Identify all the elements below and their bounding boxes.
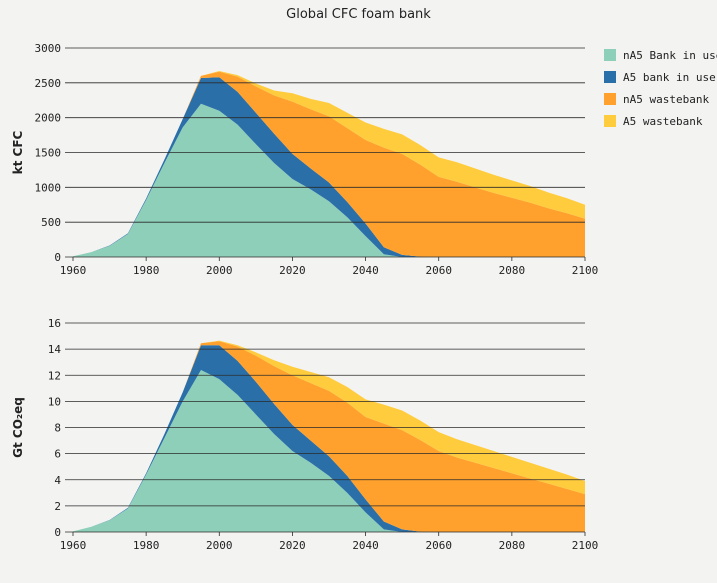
area-na5-bank-in-use bbox=[73, 370, 585, 532]
y-tick-label: 1500 bbox=[35, 147, 62, 160]
area-na5-wastebank bbox=[73, 341, 585, 532]
area-a5-wastebank bbox=[73, 340, 585, 532]
legend-swatch-na5-bank-in-use bbox=[604, 49, 616, 61]
y-tick-label: 12 bbox=[48, 369, 61, 382]
y-tick-label: 1000 bbox=[35, 181, 62, 194]
y-axis-label: Gt CO₂eq bbox=[11, 397, 25, 458]
x-tick-label: 2000 bbox=[206, 264, 233, 277]
legend: nA5 Bank in use A5 bank in use nA5 wasteba… bbox=[604, 49, 717, 128]
y-tick-label: 4 bbox=[54, 474, 61, 487]
legend-label-a5-bank-in-use: A5 bank in use bbox=[623, 71, 716, 84]
x-tick-label: 1960 bbox=[60, 539, 87, 552]
x-tick-label: 2000 bbox=[206, 539, 233, 552]
area-a5-wastebank bbox=[73, 70, 585, 257]
y-tick-label: 0 bbox=[54, 251, 61, 264]
y-tick-label: 2000 bbox=[35, 112, 62, 125]
x-tick-label: 2040 bbox=[352, 264, 379, 277]
x-tick-label: 2080 bbox=[499, 264, 526, 277]
page-title: Global CFC foam bank bbox=[286, 7, 431, 22]
x-tick-label: 2060 bbox=[425, 539, 452, 552]
y-tick-label: 10 bbox=[48, 395, 61, 408]
legend-label-na5-wastebank: nA5 wastebank bbox=[623, 93, 709, 106]
legend-label-a5-wastebank: A5 wastebank bbox=[623, 115, 703, 128]
x-tick-label: 2020 bbox=[279, 539, 306, 552]
y-axis-label: kt CFC bbox=[11, 130, 25, 174]
x-tick-label: 2040 bbox=[352, 539, 379, 552]
legend-swatch-a5-bank-in-use bbox=[604, 71, 616, 83]
x-tick-label: 1980 bbox=[133, 264, 160, 277]
x-tick-label: 2080 bbox=[499, 539, 526, 552]
x-tick-label: 1980 bbox=[133, 539, 160, 552]
x-tick-label: 2100 bbox=[572, 539, 599, 552]
area-na5-bank-in-use bbox=[73, 103, 585, 257]
legend-swatch-na5-wastebank bbox=[604, 93, 616, 105]
x-tick-label: 1960 bbox=[60, 264, 87, 277]
chart-panel-1: 0 500 1000 1500 2000 2500 3000 1960 1980 2000 2020… bbox=[11, 42, 598, 277]
chart-panel-2: 0 2 4 6 8 10 12 14 16 1960 1980 2000 2020 2040 2060 208… bbox=[11, 317, 598, 552]
y-tick-label: 16 bbox=[48, 317, 61, 330]
y-tick-label: 8 bbox=[54, 422, 61, 435]
y-tick-label: 3000 bbox=[35, 42, 62, 55]
y-tick-label: 2500 bbox=[35, 77, 62, 90]
y-tick-label: 500 bbox=[41, 216, 61, 229]
legend-label-na5-bank-in-use: nA5 Bank in use bbox=[623, 49, 717, 62]
x-tick-label: 2100 bbox=[572, 264, 599, 277]
x-tick-label: 2020 bbox=[279, 264, 306, 277]
legend-swatch-a5-wastebank bbox=[604, 115, 616, 127]
y-tick-label: 2 bbox=[54, 500, 61, 513]
y-tick-label: 0 bbox=[54, 526, 61, 539]
y-tick-label: 6 bbox=[54, 448, 61, 461]
x-tick-label: 2060 bbox=[425, 264, 452, 277]
area-na5-wastebank bbox=[73, 71, 585, 257]
y-tick-label: 14 bbox=[48, 343, 62, 356]
